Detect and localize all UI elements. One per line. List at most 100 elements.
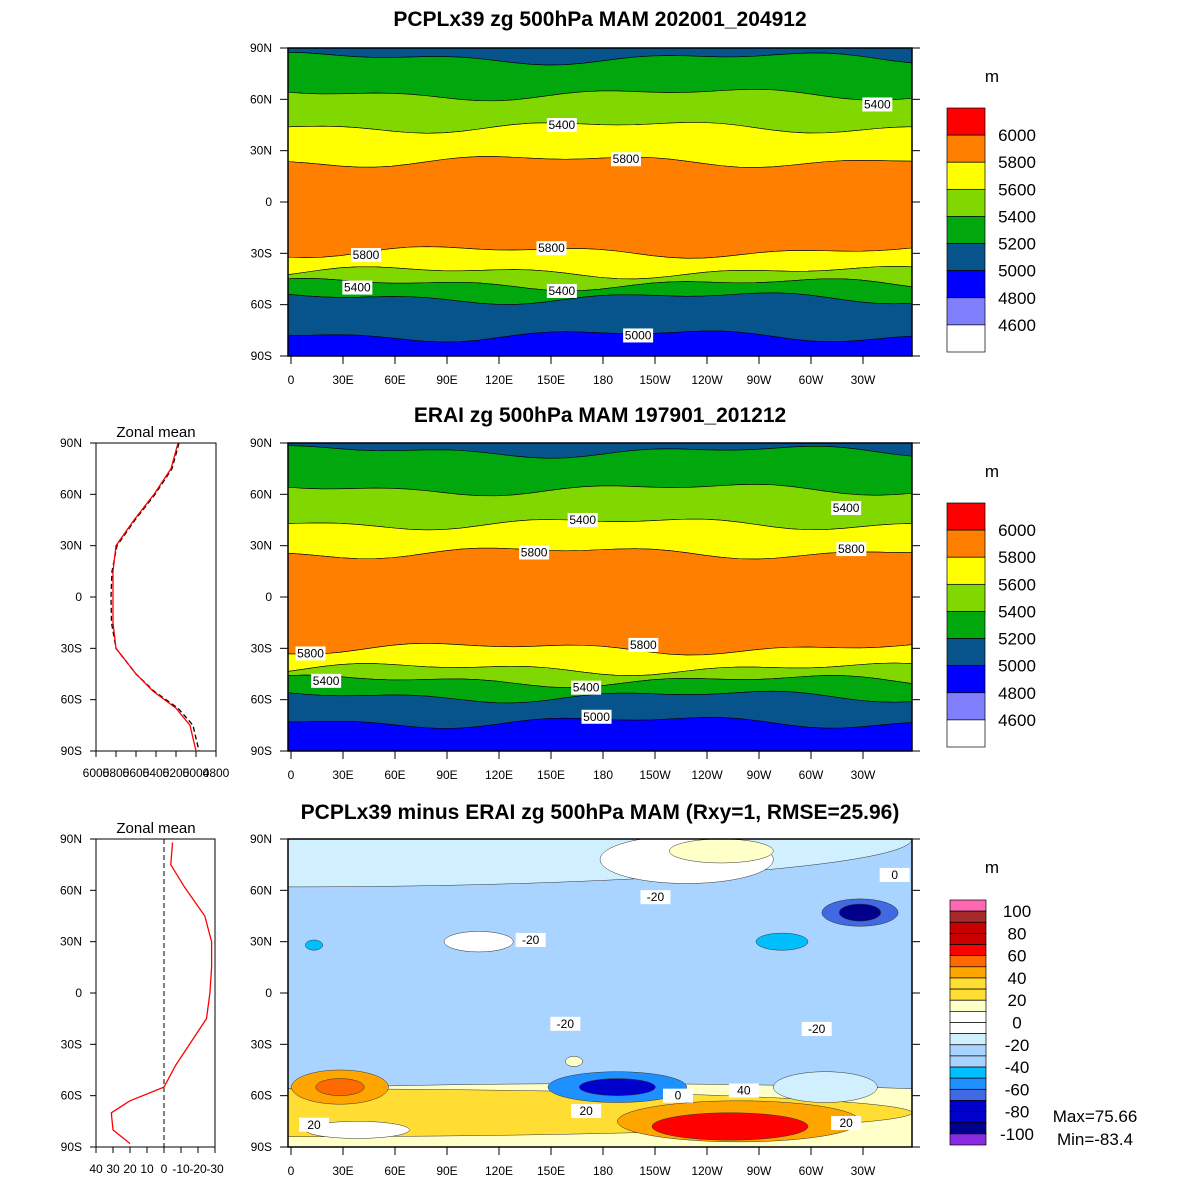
lat-tick-label: 30N: [250, 935, 272, 949]
anomaly-contour: [651, 1112, 809, 1141]
svg-text:-20: -20: [522, 933, 540, 947]
contour-label: 5400: [546, 118, 577, 132]
zonal-mean-plot: Zonal mean 90N 60N 30N 0 30S 60S 90S60005800560…: [60, 424, 230, 780]
colorbar-label: -20: [1005, 1036, 1030, 1055]
lat-tick-label: 90S: [251, 744, 272, 758]
colorbar-box: [949, 1011, 987, 1023]
colorbar-label: 5800: [998, 153, 1036, 172]
colorbar-box: [946, 324, 986, 353]
map-panel-1: 5400 5800 5400 5800 5800 5800 5400 5400 5000 90N 6…: [250, 436, 1036, 782]
colorbar-box: [949, 955, 987, 968]
lat-tick-label: 90N: [60, 832, 82, 846]
zonal-x-tick-label: -20: [189, 1162, 207, 1176]
lat-tick-label: 60S: [61, 1089, 82, 1103]
colorbar-box: [949, 988, 987, 1001]
colorbar-box: [946, 529, 986, 558]
contour-label: -20: [515, 932, 546, 947]
lat-tick-label: 90S: [61, 1140, 82, 1154]
zonal-x-tick-label: 30: [106, 1162, 120, 1176]
panel-title-obs: ERAI zg 500hPa MAM 197901_201212: [413, 404, 787, 427]
colorbar-label: 5000: [998, 657, 1036, 676]
lat-tick-label: 0: [265, 590, 272, 604]
colorbar-box: [946, 134, 986, 163]
lat-tick-label: 30N: [60, 935, 82, 949]
colorbar-box: [949, 899, 987, 912]
lat-tick-label: 60N: [250, 883, 272, 897]
colorbar-box: [946, 502, 986, 531]
min-label: Min=-83.4: [1057, 1130, 1133, 1149]
colorbar-label: 0: [1012, 1014, 1021, 1033]
lon-tick-label: 90W: [747, 373, 772, 387]
lon-tick-label: 150W: [639, 1164, 671, 1178]
colorbar-label: 5400: [998, 207, 1036, 226]
lon-tick-label: 60E: [384, 1164, 405, 1178]
contour-label: 5800: [628, 637, 659, 652]
svg-text:20: 20: [579, 1104, 593, 1118]
colorbar-label: 80: [1008, 924, 1027, 943]
lon-tick-label: 90E: [436, 768, 457, 782]
colorbar-box: [946, 638, 986, 667]
svg-text:0: 0: [891, 868, 898, 882]
contour-label: 40: [728, 1083, 759, 1098]
colorbar-box: [946, 297, 986, 326]
lon-tick-label: 120E: [485, 1164, 513, 1178]
zonal-x-tick-label: 0: [161, 1162, 168, 1176]
colorbar-box: [949, 966, 987, 979]
zonal-diff-line: [110, 842, 213, 1145]
colorbar-box: [949, 910, 987, 923]
contour-label: 0: [663, 1088, 693, 1103]
lon-tick-label: 30W: [851, 768, 876, 782]
contour-label: 5800: [519, 545, 550, 560]
svg-text:5800: 5800: [838, 542, 865, 556]
colorbar-box: [946, 719, 986, 748]
zonal-frame: [95, 838, 216, 1148]
lat-tick-label: 0: [265, 195, 272, 209]
contour-label: 20: [571, 1104, 602, 1119]
colorbar-box: [949, 1088, 987, 1101]
svg-text:20: 20: [307, 1118, 321, 1132]
svg-text:5800: 5800: [297, 646, 324, 660]
svg-text:5000: 5000: [625, 328, 652, 342]
svg-text:-20: -20: [647, 890, 665, 904]
zonal-frame: [95, 442, 217, 752]
contour-label: -20: [550, 1016, 581, 1031]
lon-tick-label: 120W: [691, 1164, 723, 1178]
colorbar-box: [946, 665, 986, 694]
colorbar-label: 5600: [998, 180, 1036, 199]
zonal-x-tick-label: 5400: [143, 766, 170, 780]
svg-text:5400: 5400: [549, 284, 576, 298]
colorbar-label: 5200: [998, 630, 1036, 649]
svg-text:0: 0: [675, 1089, 682, 1103]
svg-text:5400: 5400: [569, 513, 596, 527]
svg-text:5800: 5800: [521, 546, 548, 560]
map-fill: 5400 5800 5400 5800 5800 5800 5400 5400 5000: [288, 443, 912, 751]
anomaly-contour: [565, 1056, 583, 1067]
lon-tick-label: 180: [593, 1164, 613, 1178]
zonal-model-line: [112, 442, 197, 752]
colorbar-box: [946, 216, 986, 244]
colorbar-label: 4600: [998, 711, 1036, 730]
lat-tick-label: 60S: [251, 1089, 272, 1103]
anomaly-contour: [669, 839, 774, 864]
lon-tick-label: 180: [593, 373, 613, 387]
zonal-mean-plot: Zonal mean 90N 60N 30N 0 30S 60S 90S 40 30 20 10 0 -1…: [60, 820, 224, 1176]
contour-label: 5400: [546, 283, 577, 298]
zonal-x-tick-label: 20: [123, 1162, 137, 1176]
colorbar-label: -100: [1000, 1125, 1034, 1144]
lon-tick-label: 150W: [639, 768, 671, 782]
contour-label: 5400: [862, 97, 893, 112]
map-panel-2: -20 -20 -20 -20 0 0 40 20 20 20 90N 60N 30N 0 30S 60S 90…: [250, 832, 1137, 1178]
lon-tick-label: 30W: [851, 373, 876, 387]
colorbar-box: [946, 270, 986, 299]
zonal-x-tick-label: 40: [89, 1162, 103, 1176]
lat-tick-label: 30S: [251, 246, 272, 260]
colorbar-box: [949, 1055, 987, 1068]
lat-tick-label: 60N: [60, 883, 82, 897]
lon-tick-label: 90E: [436, 373, 457, 387]
lat-tick-label: 60N: [250, 92, 272, 106]
contour-label: 20: [831, 1116, 862, 1131]
lon-tick-label: 60W: [799, 373, 824, 387]
zonal-x-tick-label: 5000: [183, 766, 210, 780]
lon-tick-label: 180: [593, 768, 613, 782]
